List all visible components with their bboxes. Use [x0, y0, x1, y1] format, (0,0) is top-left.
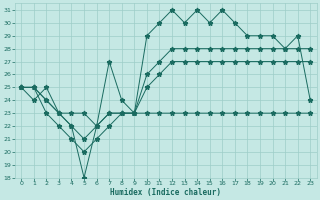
X-axis label: Humidex (Indice chaleur): Humidex (Indice chaleur)	[110, 188, 221, 197]
